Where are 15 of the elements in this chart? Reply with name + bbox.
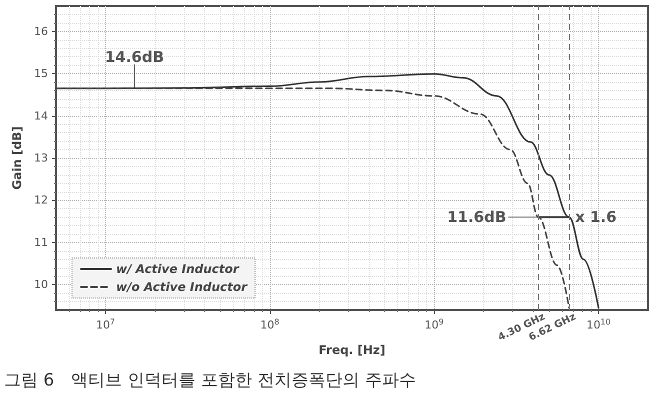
- y-tick-label: 14: [34, 109, 48, 122]
- y-tick-label: 15: [34, 67, 48, 80]
- annotation: 11.6dB: [447, 208, 506, 226]
- legend-label: w/o Active Inductor: [116, 280, 248, 294]
- caption: 그림 6 액티브 인덕터를 포함한 전치증폭단의 주파수: [4, 370, 416, 390]
- legend-label: w/ Active Inductor: [116, 262, 240, 276]
- y-tick-label: 16: [34, 24, 48, 38]
- y-tick-label: 11: [34, 236, 48, 249]
- annotation: x 1.6: [575, 208, 617, 226]
- y-axis-title: Gain [dB]: [10, 126, 24, 190]
- y-tick-label: 10: [34, 278, 48, 292]
- y-tick-label: 12: [34, 194, 48, 207]
- x-axis-title: Freq. [Hz]: [318, 343, 386, 357]
- annotation: 14.6dB: [104, 48, 164, 66]
- y-tick-label: 13: [34, 152, 48, 164]
